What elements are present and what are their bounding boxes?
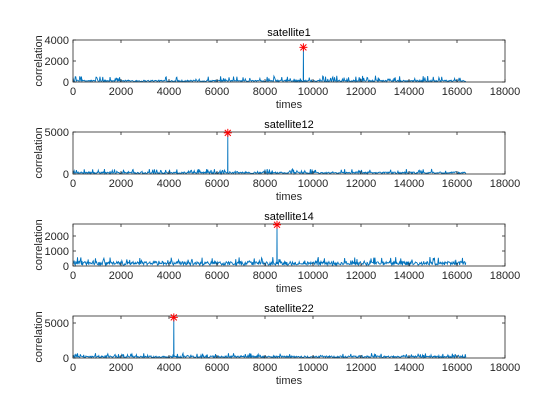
x-tick-label: 14000: [394, 178, 425, 190]
subplot-satellite14: 0 2000 4000 6000 8000 10000 12000 14000 16000 180…: [33, 211, 520, 295]
x-tick-label: 10000: [298, 362, 329, 374]
chart-title: satellite12: [264, 119, 314, 131]
peak-marker: [169, 313, 178, 322]
x-tick-label: 0: [70, 178, 76, 190]
axes-box: [72, 131, 506, 175]
subplot-satellite22: 0 2000 4000 6000 8000 10000 12000 14000 16000 180…: [33, 303, 520, 387]
axes-box: [72, 315, 506, 359]
x-tick-label: 4000: [157, 362, 181, 374]
y-tick-label: 0: [63, 261, 69, 273]
subplot-satellite12: 0 2000 4000 6000 8000 10000 12000 14000 16000 180…: [33, 119, 520, 203]
peak-marker: [299, 43, 308, 52]
x-tick-label: 10000: [298, 270, 329, 282]
x-tick-label: 8000: [253, 362, 277, 374]
x-axis-label: times: [276, 191, 303, 203]
x-tick-label: 10000: [298, 86, 329, 98]
x-tick-label: 18000: [490, 86, 521, 98]
x-tick-label: 4000: [157, 178, 181, 190]
chart-title: satellite22: [264, 303, 314, 315]
x-tick-label: 16000: [442, 270, 473, 282]
x-tick-label: 8000: [253, 178, 277, 190]
x-tick-label: 14000: [394, 270, 425, 282]
y-tick-label: 4000: [45, 35, 69, 47]
x-tick-label: 16000: [442, 362, 473, 374]
x-tick-label: 18000: [490, 178, 521, 190]
x-tick-label: 6000: [205, 362, 229, 374]
y-axis-label: correlation: [33, 35, 45, 86]
y-tick-label: 1000: [45, 246, 69, 258]
x-axis-label: times: [276, 375, 303, 387]
x-tick-label: 14000: [394, 86, 425, 98]
x-tick-label: 6000: [205, 270, 229, 282]
series-line: [72, 224, 467, 267]
subplot-satellite1: 0 2000 4000 6000 8000 10000 12000 14000 16000 180…: [33, 27, 520, 111]
x-tick-label: 12000: [346, 362, 377, 374]
axes-box: [72, 223, 506, 267]
y-tick-label: 0: [63, 77, 69, 89]
y-tick-label: 0: [63, 169, 69, 181]
x-tick-label: 16000: [442, 86, 473, 98]
x-tick-label: 16000: [442, 178, 473, 190]
y-tick-label: 2000: [45, 231, 69, 243]
x-tick-label: 0: [70, 362, 76, 374]
chart-title: satellite1: [267, 27, 310, 39]
y-axis-label: correlation: [33, 311, 45, 362]
x-tick-label: 12000: [346, 86, 377, 98]
x-tick-label: 2000: [109, 86, 133, 98]
x-tick-label: 12000: [346, 178, 377, 190]
x-tick-label: 6000: [205, 86, 229, 98]
chart-title: satellite14: [264, 211, 314, 223]
y-tick-label: 5000: [45, 127, 69, 139]
y-axis-label: correlation: [33, 127, 45, 178]
x-tick-label: 0: [70, 270, 76, 282]
series-line: [72, 317, 467, 360]
x-tick-label: 14000: [394, 362, 425, 374]
x-tick-label: 2000: [109, 178, 133, 190]
x-tick-label: 8000: [253, 86, 277, 98]
x-tick-label: 18000: [490, 362, 521, 374]
series-line: [72, 132, 467, 176]
x-tick-label: 4000: [157, 86, 181, 98]
peak-marker: [273, 220, 281, 229]
y-tick-label: 5000: [45, 318, 69, 330]
x-tick-label: 6000: [205, 178, 229, 190]
y-tick-label: 2000: [45, 56, 69, 68]
x-tick-label: 10000: [298, 178, 329, 190]
x-tick-label: 2000: [109, 362, 133, 374]
series-line: [72, 47, 466, 84]
x-tick-label: 18000: [490, 270, 521, 282]
x-tick-label: 0: [70, 86, 76, 98]
peak-marker: [223, 128, 232, 137]
x-axis-label: times: [276, 99, 303, 111]
y-tick-label: 0: [63, 353, 69, 365]
y-axis-label: correlation: [33, 219, 45, 270]
axes-box: [72, 39, 506, 83]
x-tick-label: 8000: [253, 270, 277, 282]
x-tick-label: 12000: [346, 270, 377, 282]
x-axis-label: times: [276, 283, 303, 295]
x-tick-label: 4000: [157, 270, 181, 282]
x-tick-label: 2000: [109, 270, 133, 282]
